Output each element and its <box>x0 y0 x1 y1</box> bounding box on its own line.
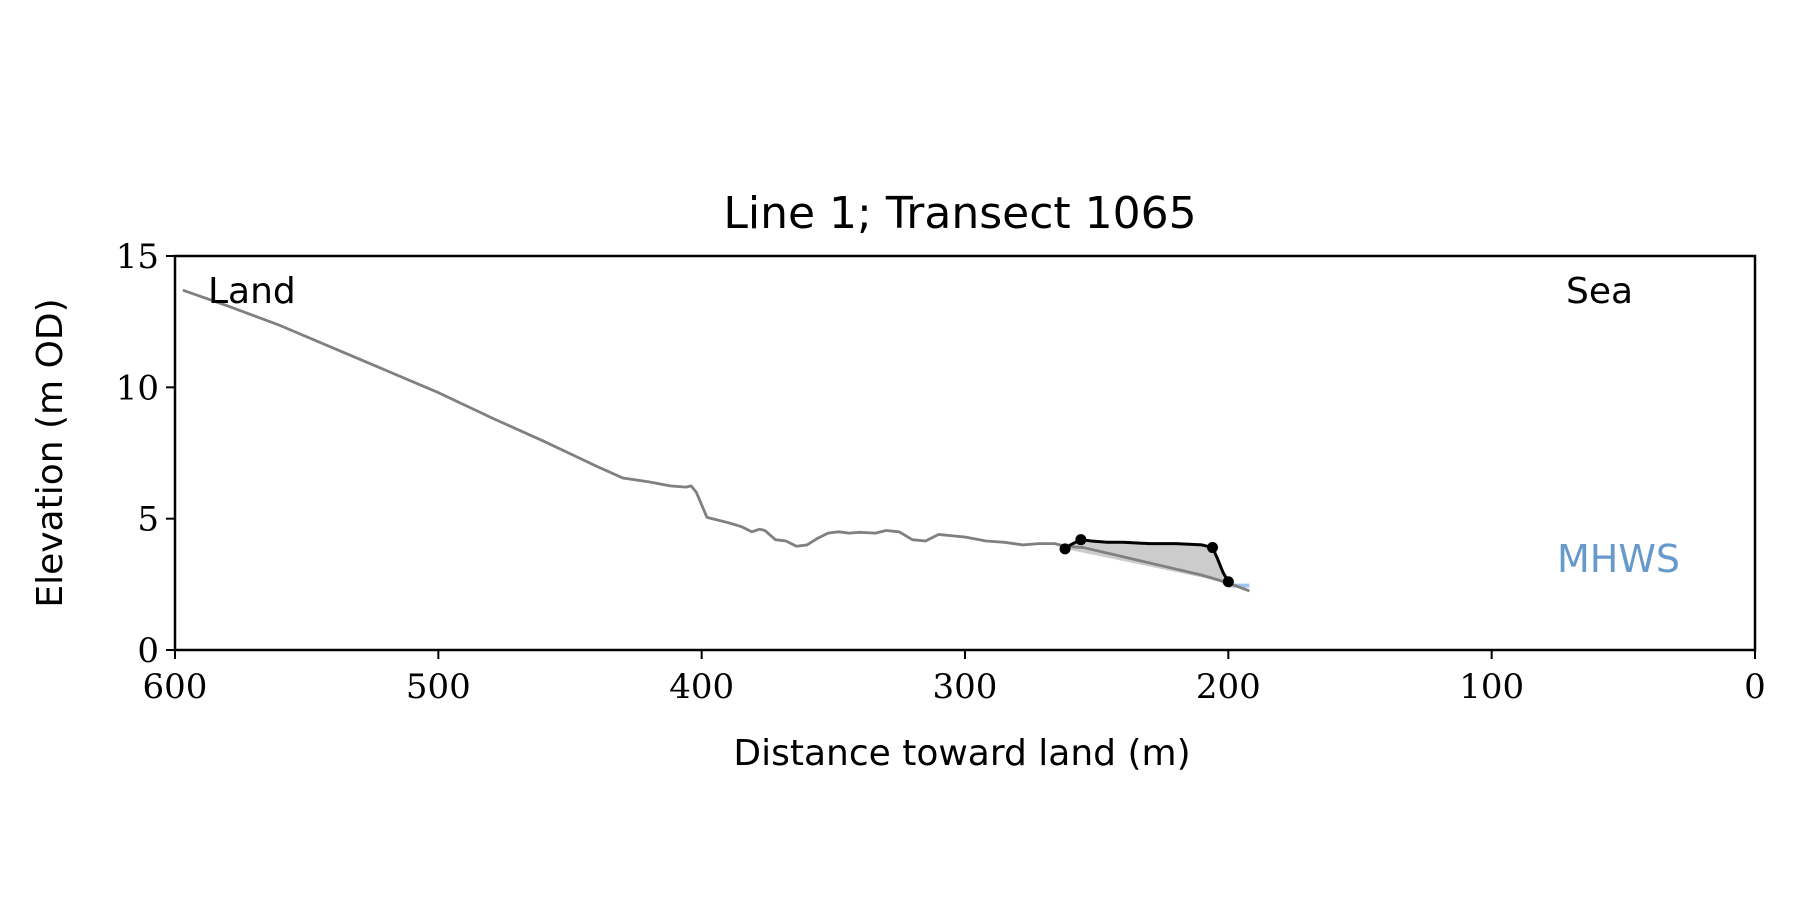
x-tick-label: 500 <box>406 667 471 707</box>
y-axis-label: Elevation (m OD) <box>30 298 71 607</box>
mhws-label: MHWS <box>1557 537 1680 581</box>
plot-frame <box>173 254 1757 652</box>
land-annotation: Land <box>208 271 296 312</box>
y-tick-label: 0 <box>137 631 159 671</box>
cliff-marker-point <box>1075 534 1087 546</box>
x-tick-label: 200 <box>1196 667 1261 707</box>
profile-series-line <box>182 288 1250 593</box>
cliff-marker-point <box>1222 576 1234 588</box>
sea-annotation: Sea <box>1566 271 1633 312</box>
x-tick-label: 100 <box>1459 667 1524 707</box>
chart-title: Line 1; Transect 1065 <box>723 188 1196 239</box>
x-tick-label: 400 <box>669 667 734 707</box>
x-axis-label: Distance toward land (m) <box>733 733 1190 774</box>
cliff-marker-point <box>1207 542 1219 554</box>
plot-area <box>173 254 1757 652</box>
x-tick-label: 0 <box>1744 667 1766 707</box>
x-tick-label: 600 <box>143 667 208 707</box>
y-axis-ticks: 0 5 10 15 <box>116 237 175 671</box>
y-tick-label: 15 <box>116 237 159 277</box>
y-tick-label: 10 <box>116 368 159 408</box>
cliff-marker-point <box>1059 543 1071 555</box>
x-tick-label: 300 <box>933 667 998 707</box>
y-tick-label: 5 <box>137 500 159 540</box>
x-axis-ticks: 600 500 400 300 200 100 0 <box>143 650 1766 707</box>
